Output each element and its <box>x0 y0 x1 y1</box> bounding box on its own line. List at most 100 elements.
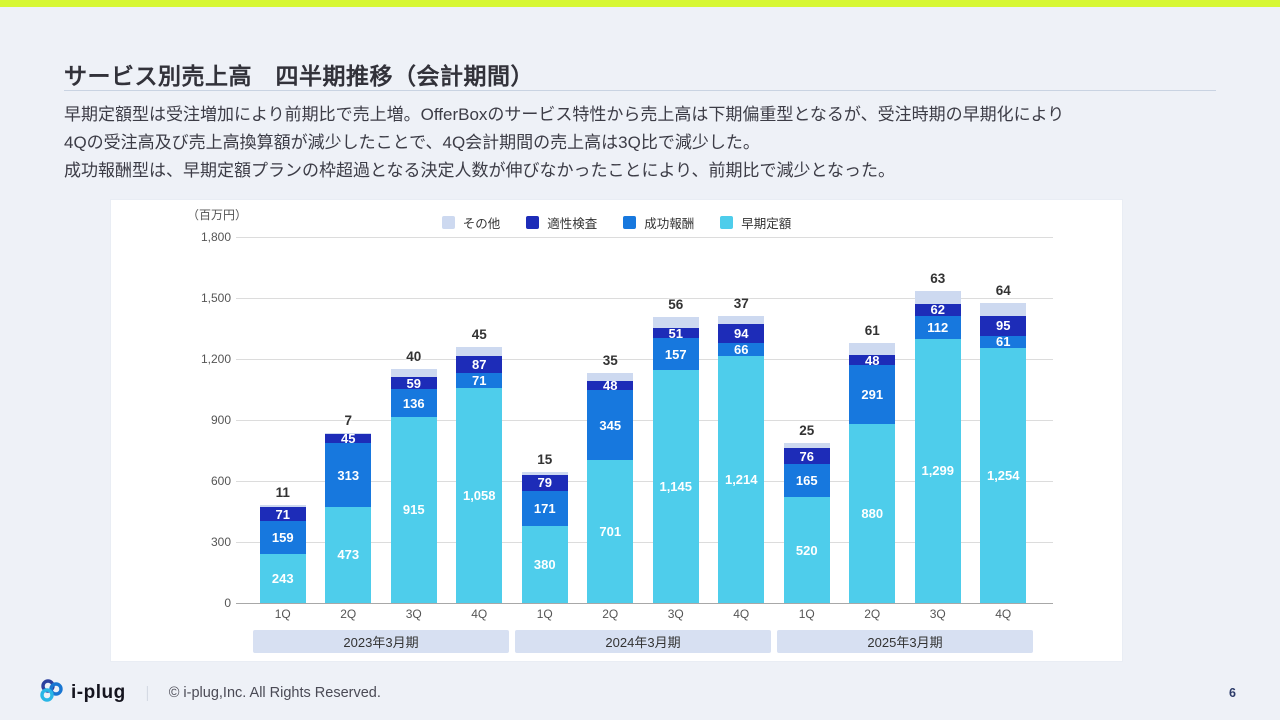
bar-segment: 171 <box>521 490 568 526</box>
bar-segment: 48 <box>587 379 634 392</box>
y-axis-tick: 900 <box>210 413 231 427</box>
bar-segment: 59 <box>390 377 437 390</box>
period-band-label: 2024年3月期 <box>515 630 771 653</box>
x-axis-tick: 2Q <box>602 607 619 621</box>
stacked-bar: 71 159 243 11 <box>259 485 306 603</box>
bar-segment: 159 <box>259 521 306 554</box>
bar-value-label-other: 63 <box>930 270 946 286</box>
bar-value-label-other: 61 <box>864 322 880 338</box>
page-title: サービス別売上高 四半期推移（会計期間） <box>64 63 534 90</box>
x-axis-tick: 2Q <box>340 607 357 621</box>
bar-segment-other <box>914 290 961 304</box>
summary-text: 早期定額型は受注増加により前期比で売上増。OfferBoxのサービス特性から売上… <box>64 101 1224 185</box>
stacked-bar: 48 345 701 35 <box>587 353 634 603</box>
bar-segment: 473 <box>325 506 372 603</box>
x-axis-tick: 1Q <box>536 607 553 621</box>
bar-segment: 701 <box>587 460 634 603</box>
bar-segment: 1,058 <box>456 387 503 603</box>
stacked-bar: 62 112 1,299 63 <box>914 271 961 603</box>
bar-segment: 95 <box>980 316 1027 336</box>
quarterly-revenue-chart: （百万円） その他 適性検査 成功報酬 早期定額 71 159 243 11 45 313 473… <box>110 199 1123 662</box>
bar-segment: 71 <box>456 373 503 388</box>
legend-item: 成功報酬 <box>623 213 694 232</box>
x-axis-tick: 4Q <box>733 607 750 621</box>
stacked-bar: 45 313 473 7 <box>325 413 372 603</box>
bar-segment: 45 <box>325 432 372 445</box>
bar-segment-other <box>587 373 634 381</box>
period-band-label: 2025年3月期 <box>777 630 1033 653</box>
bar-segment: 915 <box>390 416 437 603</box>
page-number: 6 <box>1229 686 1236 700</box>
bar-segment: 243 <box>259 553 306 603</box>
bar-segment: 165 <box>783 463 830 498</box>
bar-segment: 1,299 <box>914 338 961 603</box>
bar-group: 79 171 380 15 48 345 701 35 51 157 1,145 56 94 66 1,21… <box>512 237 774 603</box>
legend-label: 成功報酬 <box>644 217 695 231</box>
y-axis-tick: 600 <box>210 474 231 488</box>
legend-item: 適性検査 <box>526 213 597 232</box>
bar-value-label-other: 40 <box>406 349 422 365</box>
bar-segment: 345 <box>587 390 634 461</box>
bar-segment: 380 <box>521 525 568 603</box>
bar-segment: 62 <box>914 303 961 317</box>
bar-segment: 157 <box>652 338 699 371</box>
chart-legend: その他 適性検査 成功報酬 早期定額 <box>111 213 1122 232</box>
bar-value-label-other: 56 <box>668 296 684 312</box>
stacked-bar: 94 66 1,214 37 <box>718 296 765 603</box>
summary-line-2: 4Qの受注高及び売上高換算額が減少したことで、4Q会計期間の売上高は3Q比で減少… <box>64 133 760 152</box>
bar-segment-other <box>980 303 1027 317</box>
footer-separator: ｜ <box>139 685 155 703</box>
gridline <box>236 420 1053 421</box>
company-logo-icon <box>38 677 65 709</box>
stacked-bar: 79 171 380 15 <box>521 452 568 603</box>
bar-value-label-other: 35 <box>602 353 618 369</box>
legend-swatch-icon <box>623 216 637 229</box>
legend-swatch-icon <box>526 216 540 229</box>
x-axis-tick: 3Q <box>405 607 422 621</box>
bar-segment: 291 <box>849 364 896 425</box>
y-axis-tick: 1,800 <box>200 230 231 244</box>
x-axis-tick: 4Q <box>471 607 488 621</box>
bar-segment: 94 <box>718 323 765 343</box>
gridline <box>236 237 1053 238</box>
bar-segment-other <box>783 443 830 449</box>
legend-item: 早期定額 <box>720 213 791 232</box>
y-axis-tick: 1,500 <box>200 291 231 305</box>
gridline <box>236 603 1053 604</box>
legend-item: その他 <box>441 213 500 232</box>
legend-label: 適性検査 <box>547 217 598 231</box>
bar-group: 71 159 243 11 45 313 473 7 59 136 915 40 87 71 1,058 45 <box>250 237 512 603</box>
legend-label: 早期定額 <box>741 217 792 231</box>
bar-segment: 51 <box>652 326 699 340</box>
bar-segment: 880 <box>849 424 896 603</box>
bar-segment: 520 <box>783 497 830 603</box>
gridline <box>236 481 1053 482</box>
bar-segment-other <box>849 342 896 356</box>
bar-segment: 112 <box>914 316 961 339</box>
bar-segment: 1,145 <box>652 370 699 603</box>
gridline <box>236 298 1053 299</box>
gridline <box>236 542 1053 543</box>
bars-area: 71 159 243 11 45 313 473 7 59 136 915 40 87 71 1,058 45… <box>250 237 1036 603</box>
stacked-bar: 76 165 520 25 <box>783 423 830 603</box>
stacked-bar: 51 157 1,145 56 <box>652 297 699 603</box>
bar-segment-other <box>718 316 765 324</box>
bar-group: 76 165 520 25 48 291 880 61 62 112 1,299 63 95 61 1,25… <box>774 237 1036 603</box>
y-axis-tick: 300 <box>210 535 231 549</box>
bar-segment-other <box>456 346 503 356</box>
summary-line-1: 早期定額型は受注増加により前期比で売上増。OfferBoxのサービス特性から売上… <box>64 105 1065 124</box>
bar-segment: 66 <box>718 342 765 357</box>
x-axis-tick: 1Q <box>798 607 815 621</box>
period-band-label: 2023年3月期 <box>253 630 509 653</box>
bar-segment: 136 <box>390 389 437 417</box>
x-axis-labels: 1Q 2Q 3Q 4Q 1Q 2Q 3Q 4Q 1Q 2Q 3Q 4Q <box>250 607 1036 621</box>
bar-segment-other <box>259 504 306 507</box>
period-bands: 2023年3月期 2024年3月期 2025年3月期 <box>250 630 1036 653</box>
bar-value-label-other: 45 <box>471 326 487 342</box>
footer: i-plug ｜ © i-plug,Inc. All Rights Reserv… <box>38 679 381 707</box>
bar-segment-other <box>325 432 372 435</box>
bar-value-label-other: 7 <box>344 412 352 428</box>
bar-value-label-other: 25 <box>799 423 815 439</box>
bar-value-label-other: 37 <box>733 296 749 312</box>
bar-value-label-other: 15 <box>537 451 553 467</box>
